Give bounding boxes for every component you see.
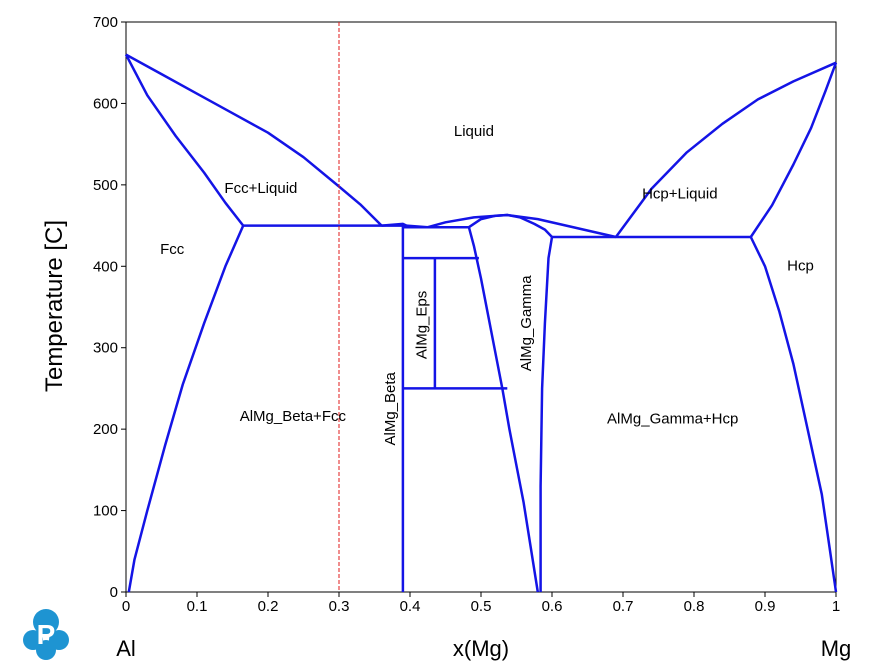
y-tick-label: 200 bbox=[93, 421, 118, 438]
phase-boundaries bbox=[124, 53, 838, 593]
x-tick-label: 0.5 bbox=[471, 598, 492, 615]
x-tick-label: 1 bbox=[832, 598, 840, 615]
y-tick-label: 300 bbox=[93, 340, 118, 357]
x-tick-label: 0.9 bbox=[755, 598, 776, 615]
pandat-logo: P bbox=[23, 609, 69, 660]
region-label: Liquid bbox=[454, 123, 494, 140]
phase-boundary-2 bbox=[127, 225, 245, 593]
x-tick-label: 0.4 bbox=[400, 598, 421, 615]
y-tick-label: 400 bbox=[93, 258, 118, 275]
region-labels: Liquid Fcc+Liquid Fcc Hcp+Liquid Hcp AlMg_Bet… bbox=[160, 123, 814, 446]
region-label: Hcp bbox=[787, 257, 814, 274]
plot-border bbox=[125, 21, 837, 593]
y-tick-label: 100 bbox=[93, 503, 118, 520]
x-tick-label: 0.8 bbox=[684, 598, 705, 615]
region-label: Fcc+Liquid bbox=[224, 180, 297, 197]
region-label: AlMg_Eps bbox=[414, 291, 431, 359]
region-label: Hcp+Liquid bbox=[642, 186, 717, 203]
region-label: AlMg_Gamma+Hcp bbox=[607, 410, 738, 427]
logo-letter: P bbox=[37, 619, 56, 650]
logo-circle-bottom bbox=[36, 640, 56, 660]
phase-boundary-10 bbox=[539, 236, 554, 592]
phase-boundary-14 bbox=[749, 236, 838, 593]
x-axis-left-end-label: Al bbox=[116, 636, 136, 661]
phase-boundary-4 bbox=[381, 222, 407, 227]
y-axis-title: Temperature [C] bbox=[41, 220, 68, 392]
plot-frame bbox=[125, 21, 837, 593]
phase-boundary-12 bbox=[614, 61, 837, 238]
region-label: AlMg_Gamma bbox=[518, 275, 535, 372]
x-tick-label: 0.7 bbox=[613, 598, 634, 615]
phase-boundary-9 bbox=[468, 213, 553, 238]
phase-boundary-1 bbox=[124, 54, 245, 227]
y-tick-label: 500 bbox=[93, 177, 118, 194]
x-axis-right-end-label: Mg bbox=[821, 636, 852, 661]
y-tick-label: 0 bbox=[110, 584, 118, 601]
region-label: AlMg_Beta+Fcc bbox=[240, 408, 347, 425]
phase-boundary-13 bbox=[749, 62, 838, 238]
phase-boundary-0 bbox=[125, 53, 383, 227]
region-label: AlMg_Beta bbox=[382, 371, 399, 445]
y-tick-label: 700 bbox=[93, 14, 118, 31]
x-tick-label: 0.2 bbox=[258, 598, 279, 615]
axis-ticks: 0 0.1 0.2 0.3 0.4 0.5 0.6 0.7 0.8 0.9 1 0 100 200 300 4… bbox=[93, 14, 840, 615]
x-tick-label: 0.1 bbox=[187, 598, 208, 615]
x-axis-title: x(Mg) bbox=[453, 636, 509, 661]
region-label: Fcc bbox=[160, 241, 185, 258]
x-tick-label: 0 bbox=[122, 598, 130, 615]
x-tick-label: 0.6 bbox=[542, 598, 563, 615]
y-tick-label: 600 bbox=[93, 95, 118, 112]
logo-circle-top bbox=[33, 609, 59, 635]
x-tick-label: 0.3 bbox=[329, 598, 350, 615]
